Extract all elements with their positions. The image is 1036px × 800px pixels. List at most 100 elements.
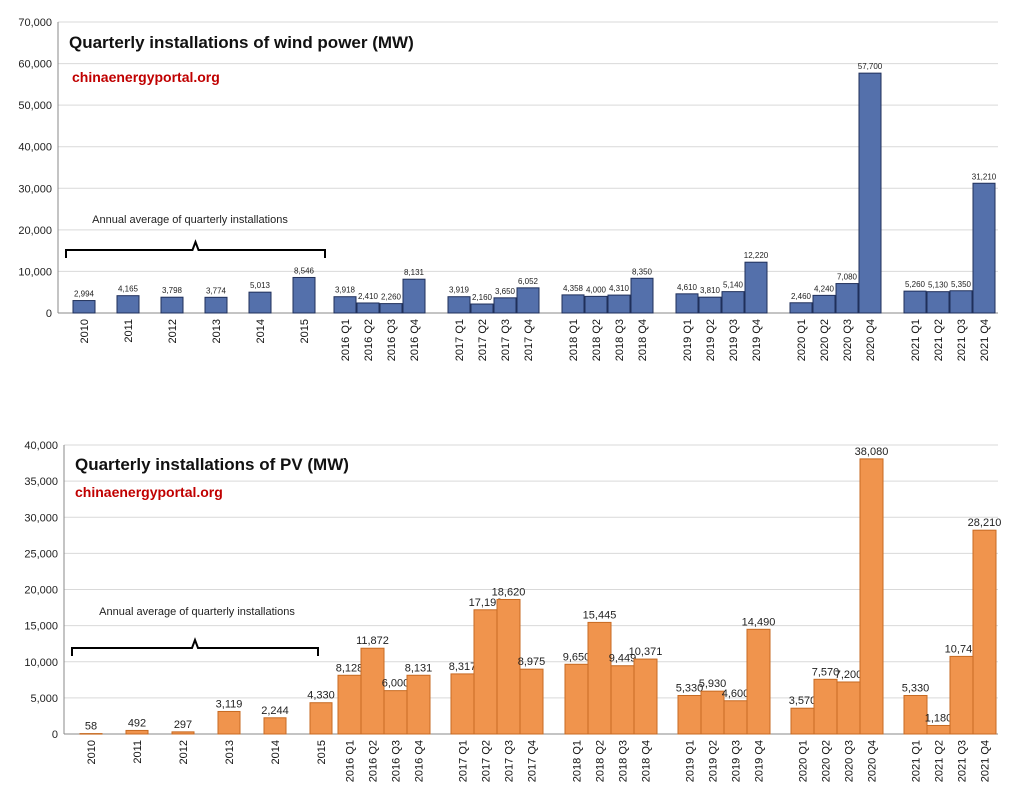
bar [700,690,725,735]
data-label: 3,119 [216,698,243,710]
y-tick-label: 20,000 [18,225,52,237]
data-label: 12,220 [744,251,769,260]
source-label: chinaenergyportal.org [75,484,223,500]
data-label: 4,240 [814,284,835,293]
x-tick-label: 2016 Q4 [414,740,426,782]
data-label: 3,774 [206,286,227,295]
bar [698,296,722,314]
x-tick-label: 2011 [132,740,144,764]
x-tick-label: 2019 Q1 [685,740,697,782]
data-label: 57,700 [858,62,883,71]
data-label: 2,160 [472,293,493,302]
bar [217,710,241,735]
x-tick-label: 2014 [270,740,282,764]
x-tick-label: 2020 Q3 [842,319,854,361]
data-label: 6,000 [382,678,410,690]
bar [337,674,362,735]
data-label: 2,410 [358,292,379,301]
x-tick-label: 2020 Q2 [821,740,833,782]
y-tick-label: 5,000 [30,693,58,705]
bar [171,731,195,735]
chart-title: Quarterly installations of PV (MW) [75,455,349,474]
bar [675,293,699,314]
x-tick-label: 2017 Q4 [527,740,539,782]
x-tick-label: 2012 [167,319,179,343]
x-tick-label: 2019 Q3 [731,740,743,782]
data-label: 3,919 [449,286,470,295]
data-label: 3,810 [700,286,721,295]
data-label: 31,210 [972,172,997,181]
x-tick-label: 2019 Q4 [751,319,763,361]
data-label: 8,350 [632,267,653,276]
data-label: 4,000 [586,285,607,294]
bar [493,297,517,314]
data-label: 5,140 [723,281,744,290]
data-label: 11,872 [356,635,389,647]
data-label: 5,930 [699,678,727,690]
bar [519,668,544,735]
x-tick-label: 2019 Q3 [728,319,740,361]
data-label: 4,310 [609,284,630,293]
y-tick-label: 40,000 [24,440,58,452]
bar [926,291,950,314]
bar [610,665,635,735]
x-tick-label: 2013 [211,319,223,343]
x-tick-label: 2020 Q4 [865,319,877,361]
x-tick-label: 2016 Q3 [386,319,398,361]
x-tick-label: 2019 Q2 [705,319,717,361]
bar [470,303,494,314]
x-tick-label: 2018 Q3 [618,740,630,782]
x-tick-label: 2018 Q4 [641,740,653,782]
data-label: 6,052 [518,277,539,286]
x-tick-label: 2019 Q2 [708,740,720,782]
bar [587,621,612,735]
bar [160,296,184,314]
x-tick-label: 2011 [123,319,135,343]
data-label: 9,650 [563,651,591,663]
x-tick-label: 2015 [316,740,328,764]
bar [746,628,771,735]
y-tick-label: 30,000 [18,183,52,195]
x-tick-label: 2018 Q2 [595,740,607,782]
x-tick-label: 2020 Q3 [844,740,856,782]
data-label: 38,080 [855,446,889,458]
x-tick-label: 2016 Q1 [340,319,352,361]
bar [633,658,658,735]
data-label: 14,490 [742,616,776,628]
x-tick-label: 2018 Q2 [591,319,603,361]
data-label: 7,570 [812,666,840,678]
bar [473,609,498,735]
data-label: 7,200 [835,669,863,681]
data-label: 1,180 [925,712,953,724]
bar [116,295,140,314]
x-tick-label: 2015 [299,319,311,343]
annual-brace [71,637,319,656]
bar [744,261,768,314]
annotation-text: Annual average of quarterly installation… [99,606,295,618]
bar [858,72,882,314]
x-tick-label: 2021 Q4 [979,319,991,361]
annual-brace [65,239,326,258]
bar [926,724,951,735]
bar [79,733,103,735]
data-label: 2,244 [261,705,289,717]
x-tick-label: 2020 Q4 [867,740,879,782]
bar [561,294,585,314]
x-tick-label: 2021 Q4 [980,740,992,782]
data-label: 15,445 [583,609,617,621]
x-tick-label: 2021 Q1 [911,740,923,782]
x-tick-label: 2021 Q3 [956,319,968,361]
data-label: 5,330 [676,682,704,694]
bar [584,295,608,314]
x-tick-label: 2020 Q1 [796,319,808,361]
bar [677,694,702,735]
y-tick-label: 35,000 [24,476,58,488]
x-tick-label: 2016 Q4 [409,319,421,361]
bar [356,302,380,314]
bar [516,287,540,314]
x-tick-label: 2019 Q4 [754,740,766,782]
data-label: 8,317 [449,661,477,673]
x-tick-label: 2013 [224,740,236,764]
x-tick-label: 2018 Q1 [568,319,580,361]
x-tick-label: 2017 Q2 [477,319,489,361]
